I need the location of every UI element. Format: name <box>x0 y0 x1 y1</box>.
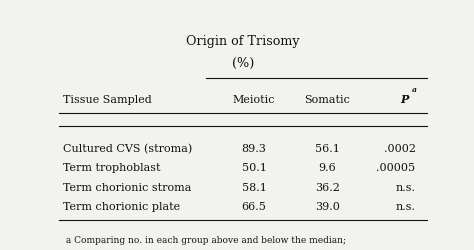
Text: 50.1: 50.1 <box>242 163 266 172</box>
Text: 56.1: 56.1 <box>315 144 340 153</box>
Text: n.s.: n.s. <box>396 182 416 192</box>
Text: .0002: .0002 <box>383 144 416 153</box>
Text: Tissue Sampled: Tissue Sampled <box>63 94 152 104</box>
Text: P: P <box>400 94 408 105</box>
Text: a Comparing no. in each group above and below the median;: a Comparing no. in each group above and … <box>63 235 346 244</box>
Text: a: a <box>412 86 417 94</box>
Text: Cultured CVS (stroma): Cultured CVS (stroma) <box>63 143 192 154</box>
Text: 36.2: 36.2 <box>315 182 340 192</box>
Text: Somatic: Somatic <box>304 94 350 104</box>
Text: 9.6: 9.6 <box>319 163 336 172</box>
Text: n.s.: n.s. <box>396 201 416 211</box>
Text: Term trophoblast: Term trophoblast <box>63 163 160 172</box>
Text: Term chorionic stroma: Term chorionic stroma <box>63 182 191 192</box>
Text: Meiotic: Meiotic <box>233 94 275 104</box>
Text: 58.1: 58.1 <box>242 182 266 192</box>
Text: 66.5: 66.5 <box>242 201 266 211</box>
Text: 89.3: 89.3 <box>242 144 266 153</box>
Text: Term chorionic plate: Term chorionic plate <box>63 201 180 211</box>
Text: Origin of Trisomy: Origin of Trisomy <box>186 35 300 48</box>
Text: 39.0: 39.0 <box>315 201 340 211</box>
Text: (%): (%) <box>232 56 254 69</box>
Text: .00005: .00005 <box>376 163 416 172</box>
